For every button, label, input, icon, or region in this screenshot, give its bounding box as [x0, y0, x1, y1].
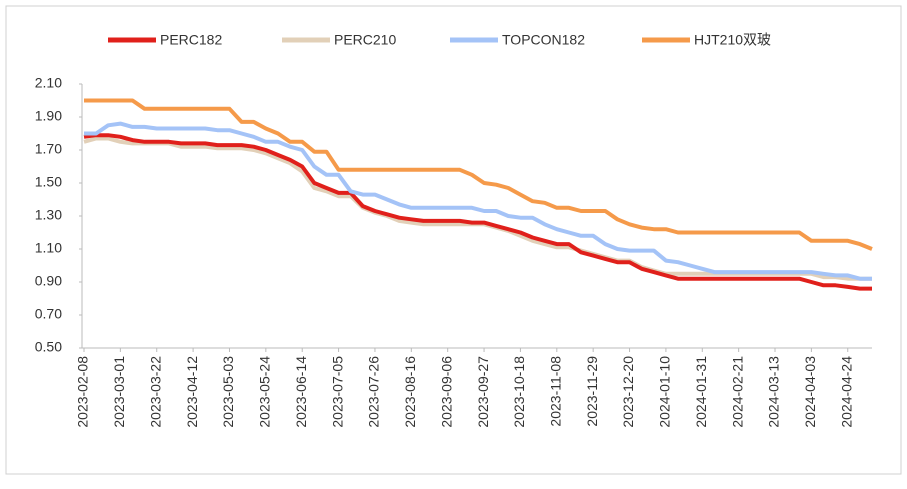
x-tick-label: 2023-03-22 — [147, 356, 163, 428]
y-tick-label: 1.90 — [35, 108, 62, 124]
x-tick-label: 2024-03-13 — [766, 356, 782, 428]
x-tick-label: 2024-01-10 — [657, 356, 673, 428]
y-tick-label: 0.70 — [35, 306, 62, 322]
x-tick-label: 2024-02-21 — [729, 356, 745, 428]
frame — [5, 5, 902, 475]
legend-label: PERC182 — [160, 32, 222, 48]
y-tick-label: 1.70 — [35, 141, 62, 157]
x-tick-label: 2023-10-18 — [511, 356, 527, 428]
x-tick-label: 2023-09-06 — [438, 356, 454, 428]
x-tick-label: 2023-04-12 — [184, 356, 200, 428]
y-tick-label: 1.10 — [35, 240, 62, 256]
x-tick-label: 2023-07-05 — [329, 356, 345, 428]
x-tick-label: 2023-12-20 — [620, 356, 636, 428]
x-tick-label: 2023-03-01 — [111, 356, 127, 428]
y-tick-label: 0.50 — [35, 339, 62, 355]
legend-label: HJT210双玻 — [694, 32, 771, 48]
x-tick-label: 2024-04-24 — [838, 356, 854, 428]
series-line — [83, 133, 872, 291]
x-tick-label: 2023-02-08 — [75, 356, 91, 428]
x-tick-label: 2024-04-03 — [802, 356, 818, 428]
y-tick-label: 0.90 — [35, 273, 62, 289]
series-line — [84, 121, 872, 281]
x-tick-label: 2023-09-27 — [475, 356, 491, 428]
x-tick-label: 2024-01-31 — [693, 356, 709, 428]
y-tick-label: 1.30 — [35, 207, 62, 223]
legend-label: PERC210 — [334, 32, 396, 48]
x-tick-label: 2023-06-14 — [293, 356, 309, 428]
y-tick-label: 1.50 — [35, 174, 62, 190]
x-tick-label: 2023-05-03 — [220, 356, 236, 428]
x-tick-label: 2023-07-26 — [366, 356, 382, 428]
x-tick-label: 2023-11-29 — [584, 356, 600, 427]
x-tick-label: 2023-08-16 — [402, 356, 418, 428]
y-tick-label: 2.10 — [35, 75, 62, 91]
x-tick-label: 2023-11-08 — [548, 356, 564, 427]
legend-label: TOPCON182 — [502, 32, 585, 48]
series-line — [84, 98, 873, 251]
x-tick-label: 2023-05-24 — [257, 356, 273, 428]
